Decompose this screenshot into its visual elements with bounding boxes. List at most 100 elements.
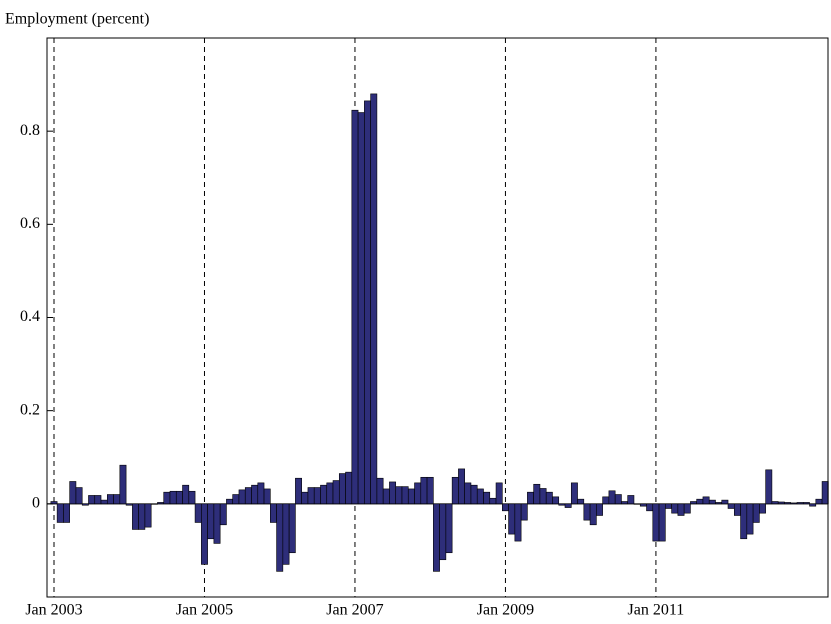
bar: [288, 503, 296, 554]
bar: [715, 502, 723, 505]
bar: [796, 502, 804, 505]
bar: [351, 109, 359, 505]
bar: [81, 503, 89, 506]
bar: [163, 491, 171, 505]
bar: [100, 499, 108, 505]
x-tick-label: Jan 2007: [326, 602, 383, 619]
bar: [677, 503, 685, 516]
bar: [815, 498, 823, 505]
y-tick-label: 0: [32, 495, 40, 512]
bar: [683, 503, 691, 514]
bar: [809, 503, 817, 507]
bar: [244, 487, 252, 505]
bar: [570, 482, 578, 505]
bar: [326, 482, 334, 505]
bar: [401, 486, 409, 505]
bar: [533, 483, 541, 505]
bar: [752, 503, 760, 523]
bar: [75, 487, 83, 505]
bar: [219, 503, 227, 526]
bar: [364, 100, 371, 505]
bar: [733, 503, 741, 516]
bar: [784, 502, 792, 505]
bar: [251, 484, 259, 505]
bar: [451, 476, 459, 505]
bar: [144, 503, 152, 528]
bar: [646, 503, 654, 512]
bar: [238, 489, 246, 505]
bar: [740, 503, 748, 540]
bar: [746, 503, 754, 535]
bar: [652, 503, 660, 542]
bar: [489, 497, 497, 505]
bar: [376, 477, 384, 505]
bar: [608, 490, 616, 505]
bar: [207, 503, 215, 540]
bar: [125, 503, 133, 506]
bar: [790, 502, 798, 505]
x-tick-label: Jan 2011: [628, 602, 685, 619]
y-tick-label: 0.8: [20, 122, 40, 139]
bar: [94, 495, 102, 505]
bar: [671, 503, 679, 514]
bar: [332, 480, 340, 505]
x-tick-label: Jan 2009: [477, 602, 534, 619]
bar: [194, 503, 202, 523]
bar: [602, 496, 610, 505]
y-tick-label: 0.2: [20, 401, 40, 418]
bar: [583, 503, 591, 521]
bar: [596, 503, 603, 516]
bar: [577, 498, 585, 505]
bar: [150, 503, 158, 505]
bar: [56, 503, 64, 523]
bar: [257, 482, 265, 505]
bar: [564, 503, 572, 508]
bar: [382, 488, 390, 505]
bar: [658, 503, 666, 542]
bar: [495, 482, 503, 505]
bar: [270, 503, 277, 523]
bar: [445, 503, 453, 554]
bar: [759, 503, 766, 514]
bar: [232, 494, 240, 505]
bar: [777, 501, 785, 505]
bar: [727, 503, 735, 509]
bar: [345, 471, 353, 505]
bar: [169, 490, 177, 505]
bar: [69, 481, 77, 505]
x-tick-label: Jan 2003: [25, 602, 82, 619]
bar: [589, 503, 597, 526]
bar: [539, 488, 547, 505]
bar: [476, 488, 484, 505]
bar: [627, 495, 635, 505]
bar: [132, 503, 139, 530]
bar: [690, 501, 697, 505]
bar: [558, 503, 566, 506]
bar: [395, 486, 403, 505]
bar: [307, 487, 315, 505]
bar: [182, 484, 190, 505]
bar: [433, 503, 440, 572]
bar: [119, 464, 127, 505]
bar: [552, 496, 560, 505]
bar: [138, 503, 146, 530]
bar: [188, 490, 196, 505]
y-axis-label: Employment (percent): [5, 11, 149, 28]
bar: [545, 491, 553, 505]
bar: [621, 501, 629, 505]
bar: [508, 503, 516, 535]
bar: [514, 503, 522, 542]
bar: [320, 484, 328, 505]
bar: [520, 503, 528, 521]
bar: [338, 473, 346, 505]
y-tick-label: 0.4: [20, 308, 40, 325]
x-tick-label: Jan 2005: [176, 602, 233, 619]
bar: [464, 482, 472, 505]
bar: [263, 488, 271, 505]
bar: [313, 487, 321, 505]
bar: [88, 495, 96, 505]
bar: [614, 494, 622, 505]
bar: [282, 503, 290, 565]
